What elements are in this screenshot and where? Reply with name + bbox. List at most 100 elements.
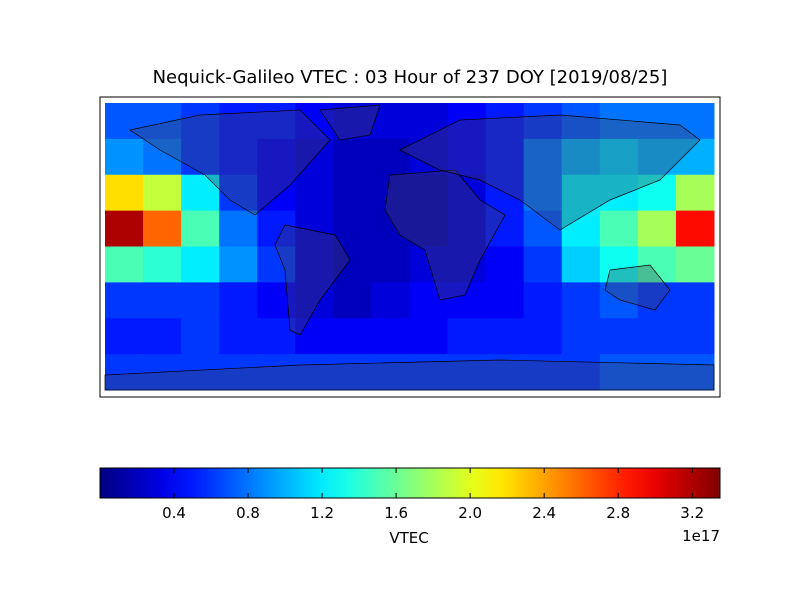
cell [485, 174, 525, 212]
cell [105, 318, 144, 355]
cell [637, 318, 677, 355]
cell [523, 138, 563, 176]
cell [295, 246, 334, 283]
cell [181, 103, 220, 140]
cell [447, 246, 487, 283]
cell [219, 103, 258, 140]
cell [219, 210, 258, 247]
cell [523, 174, 563, 212]
cell [105, 103, 144, 140]
cell [447, 103, 487, 140]
cell [637, 138, 677, 176]
cell [219, 282, 258, 319]
heatmap [105, 103, 715, 391]
land [129, 109, 331, 216]
cell [447, 318, 487, 355]
cell [561, 246, 601, 283]
cell [219, 246, 258, 283]
colorbar-tick-label: 1.2 [310, 504, 334, 522]
colorbar-tick-label: 0.4 [162, 504, 186, 522]
cell [409, 282, 449, 319]
cell [181, 282, 220, 319]
cell [485, 138, 525, 176]
cell [257, 103, 296, 140]
cell [409, 354, 449, 391]
colorbar-tick-label: 2.4 [532, 504, 556, 522]
cell [105, 246, 144, 283]
cell [143, 318, 182, 355]
cell [447, 138, 487, 176]
cell [409, 103, 449, 140]
cell [333, 138, 372, 176]
cell [637, 210, 677, 247]
cell [409, 246, 449, 283]
cell [143, 174, 182, 212]
cell [257, 246, 296, 283]
cell [561, 282, 601, 319]
cell [257, 138, 296, 176]
colorbar [99, 467, 721, 499]
cell [333, 103, 372, 140]
cell [561, 354, 601, 391]
cell [523, 246, 563, 283]
land [399, 114, 701, 231]
cell [371, 282, 410, 319]
cell [333, 174, 372, 212]
cell [561, 318, 601, 355]
cell [295, 282, 334, 319]
cell [599, 282, 639, 319]
cell [523, 354, 563, 391]
cell [447, 210, 487, 247]
cell [523, 282, 563, 319]
cell [485, 210, 525, 247]
cell [257, 174, 296, 212]
cell [257, 210, 296, 247]
cell [447, 282, 487, 319]
cell [561, 103, 601, 140]
cell [371, 103, 410, 140]
cell [105, 354, 144, 391]
cell [409, 318, 449, 355]
cell [105, 174, 144, 212]
continents [104, 104, 715, 391]
cell [599, 138, 639, 176]
colorbar-label: VTEC [389, 529, 428, 547]
cell [485, 103, 525, 140]
cell [105, 282, 144, 319]
colorbar-tick-label: 2.8 [606, 504, 630, 522]
cell [599, 318, 639, 355]
cell [333, 354, 372, 391]
cell [257, 282, 296, 319]
cell [523, 103, 563, 140]
cell [219, 354, 258, 391]
cell [599, 246, 639, 283]
cell [219, 318, 258, 355]
cell [371, 246, 410, 283]
cell [485, 318, 525, 355]
cell [675, 318, 715, 355]
land [274, 224, 351, 336]
cell [371, 174, 410, 212]
colorbar-tick-label: 0.8 [236, 504, 260, 522]
cell [561, 210, 601, 247]
chart-title: Nequick-Galileo VTEC : 03 Hour of 237 DO… [153, 67, 668, 88]
cell [143, 246, 182, 283]
colorbar-offset: 1e17 [682, 527, 720, 545]
colorbar-tick-label: 1.6 [384, 504, 408, 522]
cell [447, 174, 487, 212]
cell [675, 354, 715, 391]
cell [143, 282, 182, 319]
cell [333, 246, 372, 283]
cell [637, 354, 677, 391]
land [319, 104, 381, 141]
cell [675, 282, 715, 319]
cell [371, 318, 410, 355]
cell [599, 174, 639, 212]
cell [637, 282, 677, 319]
land [104, 359, 715, 391]
cell [181, 246, 220, 283]
cell [675, 210, 715, 247]
cell [181, 318, 220, 355]
cell [181, 354, 220, 391]
